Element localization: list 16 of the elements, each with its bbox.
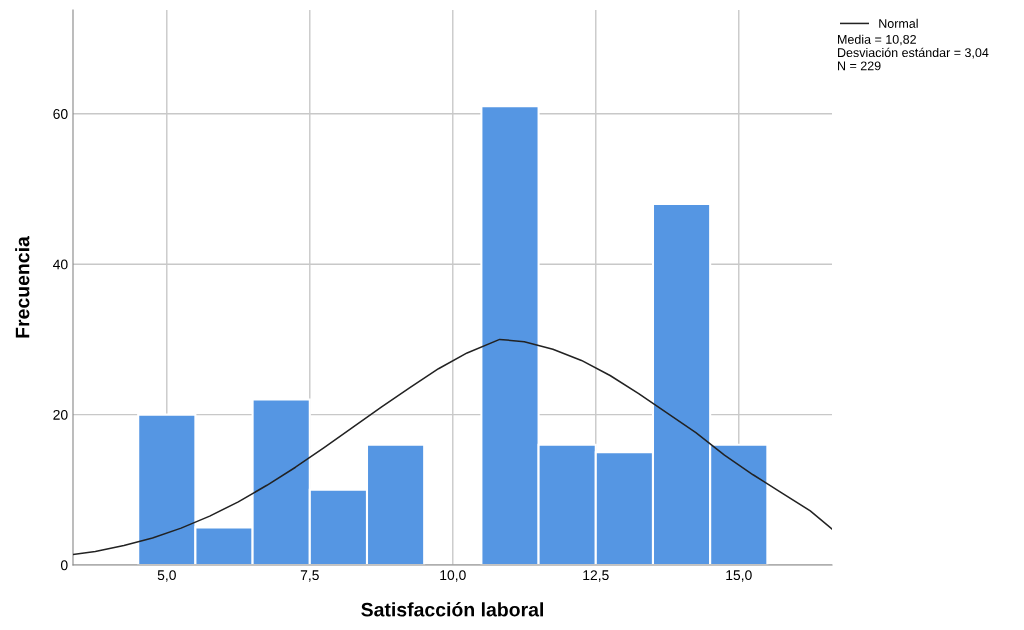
- y-tick-label: 60: [53, 109, 68, 119]
- line-series: [73, 338, 832, 556]
- x-axis-title: Satisfacción laboral: [361, 602, 543, 617]
- y-axis-title: Frecuencia: [15, 236, 30, 338]
- x-tick-label: 7,5: [300, 570, 319, 582]
- text: Desviación estándar = 3,04: [838, 47, 989, 59]
- text: Media = 10,82: [838, 34, 916, 46]
- x-tick-label: 5,0: [157, 570, 176, 582]
- text: N = 229: [838, 61, 881, 71]
- legend-label: Normal: [879, 18, 918, 28]
- y-tick-label: 40: [53, 259, 68, 270]
- x-tick-label: 10,0: [440, 570, 466, 582]
- y-tick-label: 20: [53, 409, 68, 420]
- x-tick-label: 15,0: [726, 570, 752, 582]
- y-tick-label: 0: [60, 560, 68, 571]
- x-tick-label: 12,5: [583, 570, 609, 582]
